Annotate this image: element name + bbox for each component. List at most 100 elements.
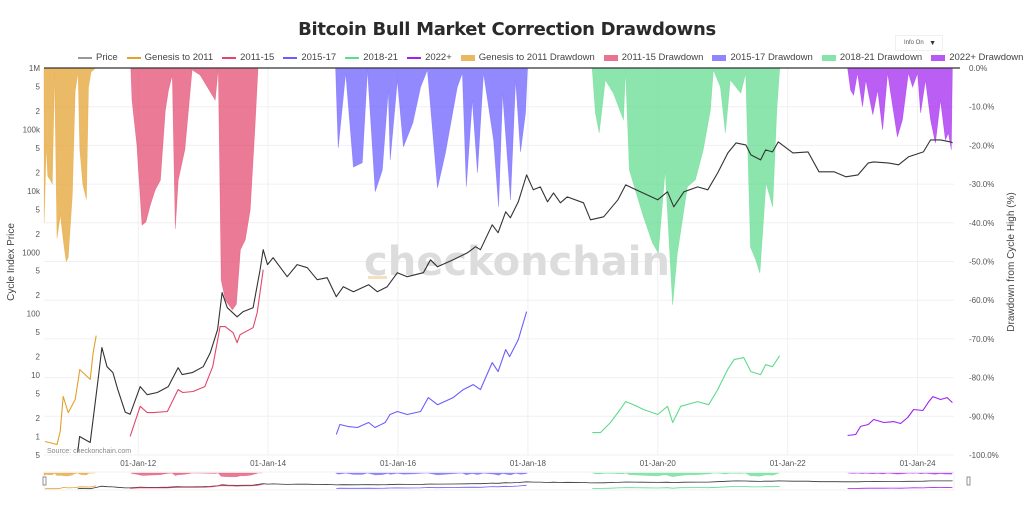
legend-item-2011-15-drawdown[interactable]: 2011-15 Drawdown <box>603 52 704 63</box>
legend-item-2018-21-drawdown[interactable]: 2018-21 Drawdown <box>821 52 923 63</box>
y2-tick-label: -90.0% <box>969 412 994 421</box>
legend-swatch <box>712 54 727 61</box>
drawdown-area-2015-17-drawdown <box>335 67 528 207</box>
y-tick-label: 2 <box>36 107 41 116</box>
x-tick-label: 01-Jan-14 <box>250 459 287 468</box>
legend-label: 2018-21 Drawdown <box>839 52 923 63</box>
legend-item-2015-17[interactable]: 2015-17 <box>283 52 336 63</box>
watermark: checkonchain <box>364 239 670 285</box>
y-tick-label: 5 <box>36 390 41 399</box>
range-slider-left-handle[interactable] <box>42 476 47 486</box>
info-dropdown[interactable]: Info On ▼ <box>895 35 943 51</box>
caret-down-icon: ▼ <box>929 39 936 47</box>
y-tick-label: 10k <box>27 187 41 196</box>
range-slider-drawdown-area-2011-15-drawdown <box>130 472 263 478</box>
y-tick-label: 1000 <box>22 248 40 257</box>
y-tick-label: 2 <box>36 414 41 423</box>
y-tick-label: 5 <box>36 267 41 276</box>
range-slider-drawdown-area-2018-21-drawdown <box>591 472 780 478</box>
y-tick-label: 5 <box>36 144 41 153</box>
y2-tick-label: -30.0% <box>969 180 994 189</box>
legend-item-price[interactable]: Price <box>78 52 118 63</box>
legend-swatch <box>460 54 475 61</box>
legend-item-2018-21[interactable]: 2018-21 <box>345 52 398 63</box>
y-tick-label: 10 <box>31 371 40 380</box>
series-line-2011-15 <box>129 269 264 437</box>
y-tick-label: 2 <box>36 230 41 239</box>
y-tick-label: 100 <box>27 310 41 319</box>
y2-tick-label: 0.0% <box>969 64 987 73</box>
x-tick-label: 01-Jan-22 <box>770 459 807 468</box>
range-slider-series-line-2018-21 <box>592 486 780 489</box>
legend-label: 2022+ <box>425 52 452 63</box>
legend-item-genesis-to-2011-drawdown[interactable]: Genesis to 2011 Drawdown <box>460 52 595 63</box>
legend-swatch <box>222 56 237 59</box>
y-tick-label: 5 <box>36 451 41 460</box>
range-slider-series-line-2015-17 <box>336 484 527 489</box>
legend-swatch <box>821 54 836 61</box>
legend-label: 2015-17 Drawdown <box>730 52 813 63</box>
legend-label: 2022+ Drawdown <box>949 52 1024 63</box>
y-tick-label: 2 <box>36 291 41 300</box>
y2-tick-label: -80.0% <box>969 374 994 383</box>
series-line-genesis-to-2011 <box>44 335 97 446</box>
legend-label: 2011-15 <box>240 52 275 63</box>
range-slider-series-line-2011-15 <box>130 483 264 489</box>
range-slider-series-line-2022- <box>847 487 953 489</box>
watermark-logo-mark <box>368 276 387 279</box>
legend-label: 2011-15 Drawdown <box>621 52 704 63</box>
y-tick-label: 2 <box>36 353 41 362</box>
x-tick-label: 01-Jan-12 <box>120 459 157 468</box>
legend-item-2011-15[interactable]: 2011-15 <box>222 52 274 63</box>
x-tick-label: 01-Jan-24 <box>900 459 937 468</box>
range-slider-series-line-genesis-to-2011 <box>45 485 97 490</box>
legend-item-genesis-to-2011[interactable]: Genesis to 2011 <box>126 52 214 63</box>
x-tick-label: 01-Jan-20 <box>640 459 677 468</box>
drawdown-area-2011-15-drawdown <box>130 67 263 311</box>
y-axis-title: Cycle Index Price <box>6 223 17 301</box>
legend-label: Genesis to 2011 Drawdown <box>478 52 595 63</box>
range-slider-right-handle[interactable] <box>966 476 971 486</box>
range-slider-drawdown-area-2022-drawdown <box>847 472 954 475</box>
y2-axis-title: Drawdown from Cycle High (%) <box>1006 192 1017 331</box>
y2-tick-label: -40.0% <box>969 219 994 228</box>
legend-label: Price <box>96 52 118 63</box>
y2-tick-label: -10.0% <box>969 103 994 112</box>
legend-label: 2015-17 <box>301 52 337 63</box>
y-tick-label: 100k <box>23 125 41 134</box>
drawdown-area-2018-21-drawdown <box>591 67 781 305</box>
legend-swatch <box>345 56 360 59</box>
legend-swatch <box>407 56 422 59</box>
legend-swatch <box>126 56 141 59</box>
legend-swatch <box>603 54 618 61</box>
legend-swatch <box>931 54 946 61</box>
legend-swatch <box>283 56 298 59</box>
series-line-2022- <box>847 396 953 437</box>
range-slider-series-line-price <box>77 480 953 490</box>
y-tick-label: 5 <box>36 205 41 214</box>
range-slider-drawdown-area-genesis-to-2011-drawdown <box>43 472 96 477</box>
x-tick-label: 01-Jan-16 <box>380 459 417 468</box>
legend-swatch <box>78 56 92 59</box>
series-line-2015-17 <box>335 311 528 435</box>
drawdown-area-2022-drawdown <box>847 67 953 151</box>
source-note: Source: checkonchain.com <box>47 448 131 455</box>
legend-label: Genesis to 2011 <box>144 52 214 63</box>
legend-item-2015-17-drawdown[interactable]: 2015-17 Drawdown <box>712 52 813 63</box>
range-slider-drawdown-area-2015-17-drawdown <box>335 472 528 476</box>
y-tick-label: 1 <box>36 433 41 442</box>
y2-tick-label: -70.0% <box>969 335 994 344</box>
y2-tick-label: -100.0% <box>969 451 999 460</box>
legend-item-2022-drawdown[interactable]: 2022+ Drawdown <box>931 52 1023 63</box>
y2-tick-label: -60.0% <box>969 296 994 305</box>
info-dropdown-value: Info On <box>904 40 924 46</box>
y-tick-label: 5 <box>36 82 41 91</box>
drawdown-area-genesis-to-2011-drawdown <box>43 67 97 263</box>
legend-item-2022-[interactable]: 2022+ <box>407 52 452 63</box>
y-tick-label: 2 <box>36 168 41 177</box>
y-tick-label: 1M <box>29 64 40 73</box>
y2-tick-label: -20.0% <box>969 141 994 150</box>
series-line-price <box>77 139 953 453</box>
y2-tick-label: -50.0% <box>969 258 994 267</box>
